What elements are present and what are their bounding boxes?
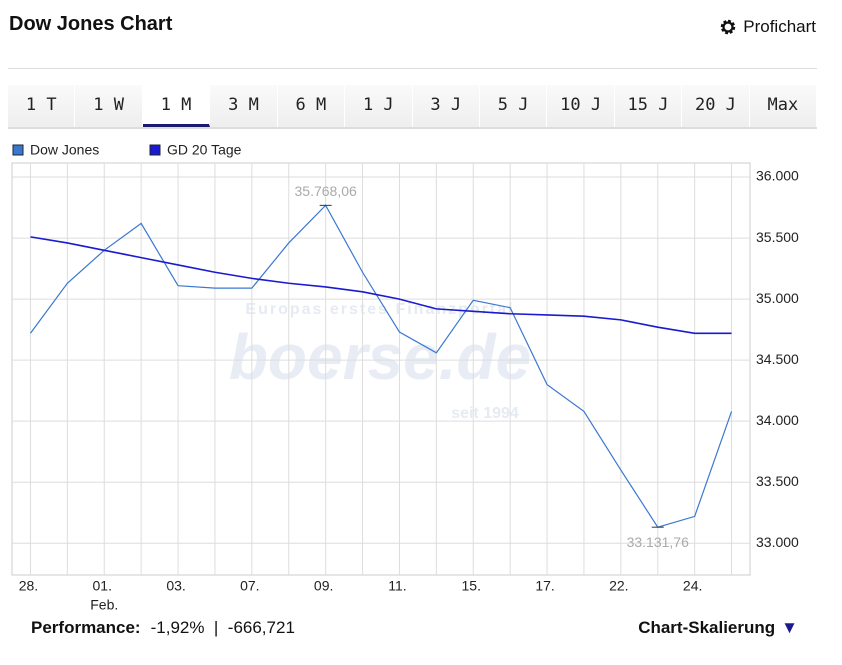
x-tick-label: 07. [240,578,259,594]
x-tick-label: 28. [19,578,38,594]
tab[interactable]: 6 M [278,85,346,127]
page-title: Dow Jones Chart [9,13,173,35]
profichart-label: Profichart [743,17,816,36]
divider [8,68,817,69]
y-tick-label: 34.500 [756,351,799,367]
tab[interactable]: Max [750,85,818,127]
tab[interactable]: 1 W [75,85,143,127]
legend-label: Dow Jones [30,142,99,158]
performance-label: Performance: [31,618,141,637]
chart-scaling[interactable]: Chart-Skalierung ▼ [638,618,798,638]
x-tick-label: 17. [535,578,554,594]
y-tick-label: 35.000 [756,290,799,306]
legend-label: GD 20 Tage [167,142,242,158]
tab[interactable]: 3 J [413,85,480,127]
x-tick-label: 09. [314,578,333,594]
x-month-label: Feb. [90,597,118,613]
tab[interactable]: 20 J [682,85,750,127]
dropdown-arrow: ▼ [781,618,798,637]
performance-value: -1,92% | -666,721 [150,618,295,637]
x-tick-label: 22. [609,578,628,594]
tab[interactable]: 1 T [8,85,76,127]
plot-frame [11,162,751,576]
tab[interactable]: 1 M [142,85,211,127]
x-tick-label: 03. [166,578,185,594]
series-line [30,236,732,335]
tab[interactable]: 15 J [615,85,683,127]
y-tick-label: 36.000 [756,168,799,184]
watermark: boerse.de [229,321,531,393]
x-tick-label: 15. [462,578,481,594]
y-tick-label: 33.000 [756,534,799,550]
legend-swatch [149,144,161,156]
y-tick-label: 33.500 [756,473,799,489]
series-line [29,204,733,528]
tab[interactable]: 1 J [345,85,413,127]
x-tick-label: 24. [683,578,702,594]
chart-scaling-label: Chart-Skalierung [638,618,776,637]
tab[interactable]: 3 M [210,85,278,127]
tab[interactable]: 5 J [480,85,548,127]
y-tick-label: 34.000 [756,412,799,428]
y-tick-label: 35.500 [756,229,799,245]
performance: Performance: -1,92% | -666,721 [31,618,295,638]
value-label: 33.131,76 [627,534,689,550]
x-tick-label: 01. [93,578,112,594]
x-tick-label: 11. [388,578,406,594]
profichart-link[interactable]: Profichart [719,17,816,37]
watermark: seit 1994 [451,405,519,422]
legend-swatch [12,144,24,156]
value-label: 35.768,06 [295,183,357,199]
gear-icon [721,19,736,35]
tab[interactable]: 10 J [547,85,615,127]
watermark: Europas erstes Finanzportal [245,301,514,318]
chart: Dow Jones GD 20 Tage Europas erstes Finanz… [11,142,799,613]
